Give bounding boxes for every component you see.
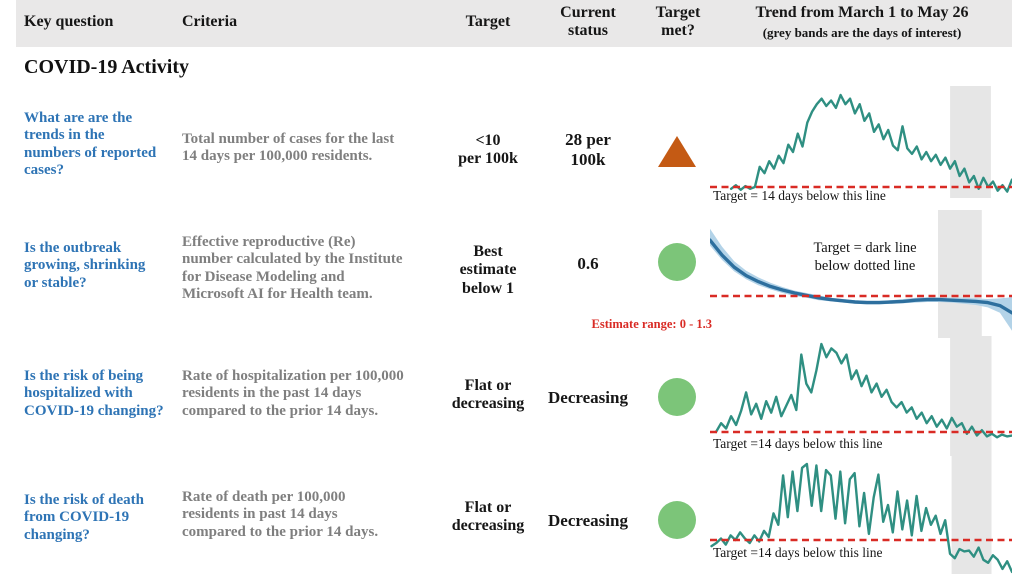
row-re-criteria: Effective reproductive (Re) number calcu… — [182, 234, 403, 303]
row-re-status: 0.6 — [577, 254, 599, 273]
section-title: COVID-19 Activity — [24, 56, 189, 78]
row-hosp-target: Flat or decreasing — [451, 377, 525, 413]
hospitalization-rate-trend-caption: Target =14 days below this line — [713, 436, 883, 451]
column-header-trend-subtitle: (grey bands are the days of interest) — [762, 25, 962, 40]
effective-reproductive-number-trend-caption: below dotted line — [815, 258, 916, 274]
reported-cases-trend-svg: Target = 14 days below this line — [710, 86, 1012, 203]
effective-reproductive-number-trend-caption: Target = dark line — [813, 240, 916, 256]
target-met-circle-icon — [658, 501, 696, 539]
column-header-key-question: Key question — [24, 13, 114, 30]
target-met-circle-icon — [658, 243, 696, 281]
row-death-question: Is the risk of death from COVID-19 chang… — [24, 492, 145, 543]
row-re-question: Is the outbreak growing, shrinking or st… — [24, 240, 146, 291]
row-re-target: Best estimate below 1 — [459, 243, 517, 297]
table-header-bar — [16, 0, 1012, 47]
death-rate-trend-caption: Target =14 days below this line — [713, 545, 883, 560]
cases-trend-chart: Target = 14 days below this line — [710, 84, 1012, 206]
target-not-met-triangle-icon — [658, 136, 696, 167]
reported-cases-trend-caption: Target = 14 days below this line — [713, 188, 886, 203]
row-cases-question: What are are the trends in the numbers o… — [24, 110, 157, 179]
hospitalization-rate-trend-svg: Target =14 days below this line — [710, 336, 1012, 456]
death-rate-trend-svg: Target =14 days below this line — [710, 456, 1012, 574]
death-trend-chart: Target =14 days below this line — [710, 452, 1012, 580]
column-header-target: Target — [465, 13, 511, 30]
hospitalization-trend-chart: Target =14 days below this line — [710, 334, 1012, 458]
column-header-target-met: Target met? — [655, 4, 701, 39]
row-death-criteria: Rate of death per 100,000 residents in p… — [182, 489, 379, 540]
row-hosp-criteria: Rate of hospitalization per 100,000 resi… — [182, 368, 404, 419]
effective-reproductive-number-trend-svg: Target = dark line below dotted line — [710, 210, 1012, 338]
row-cases-status: 28 per 100k — [565, 130, 611, 170]
row-cases-criteria: Total number of cases for the last 14 da… — [182, 131, 395, 165]
column-header-trend-title: Trend from March 1 to May 26 — [755, 4, 969, 21]
target-met-circle-icon — [658, 378, 696, 416]
row-re-estimate-range: Estimate range: 0 - 1.3 — [591, 317, 712, 331]
row-hosp-status: Decreasing — [548, 388, 628, 407]
re-trend-chart: Target = dark line below dotted line — [710, 210, 1012, 340]
row-death-target: Flat or decreasing — [451, 499, 525, 535]
row-cases-target: <10 per 100k — [458, 132, 518, 168]
column-header-criteria: Criteria — [182, 13, 238, 30]
row-hosp-question: Is the risk of being hospitalized with C… — [24, 368, 164, 419]
column-header-current-status: Current status — [560, 4, 616, 39]
row-death-status: Decreasing — [548, 511, 628, 530]
